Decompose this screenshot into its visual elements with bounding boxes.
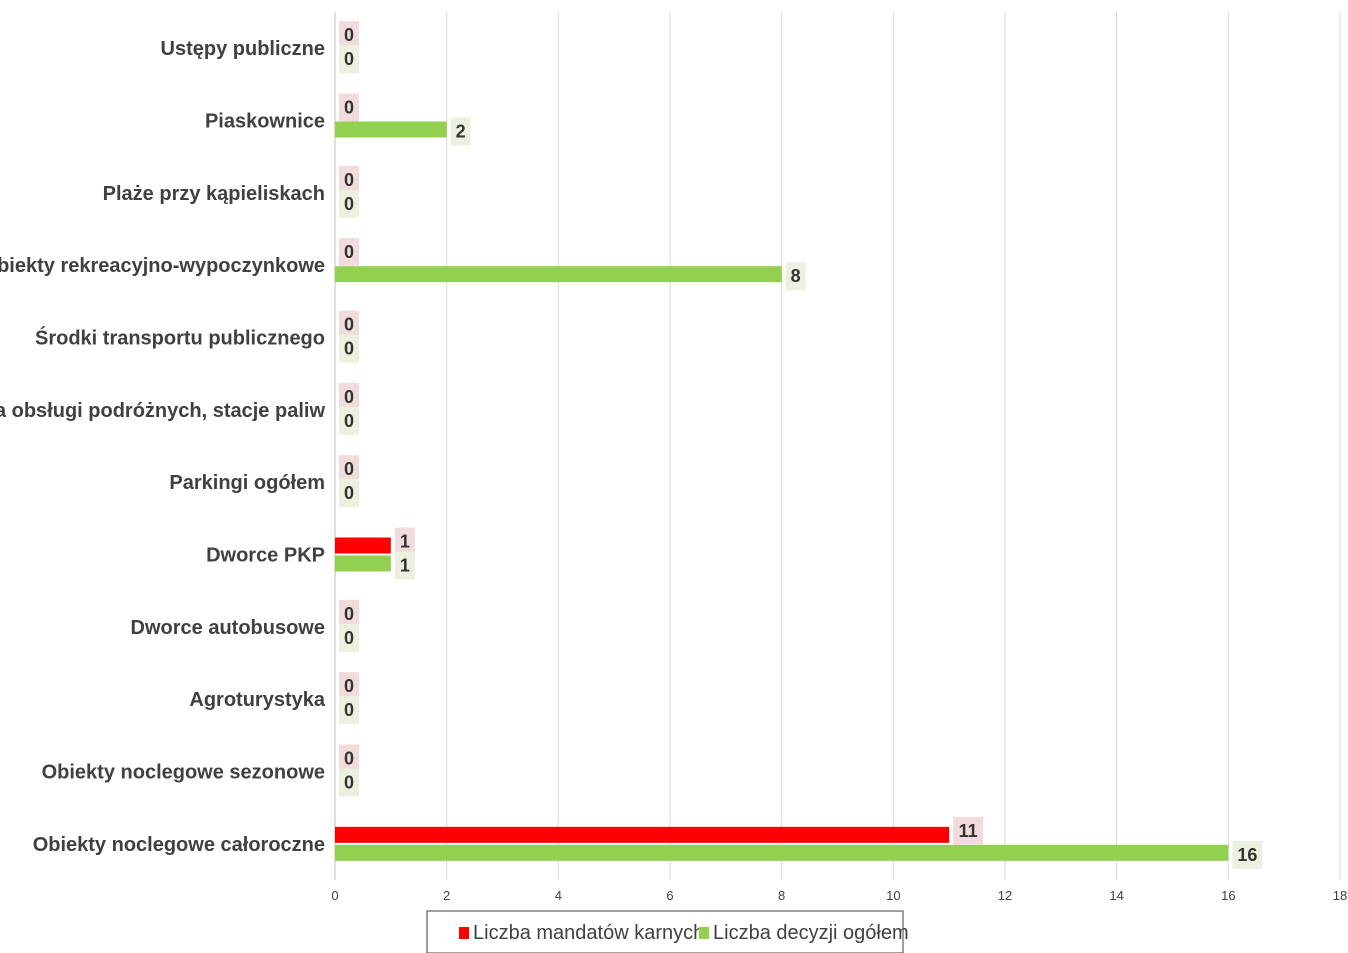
data-label: 0 (344, 749, 354, 769)
data-label: 0 (344, 339, 354, 359)
bar-decyzje (335, 555, 391, 572)
data-label-bg (339, 768, 359, 797)
category-label: Obiekty rekreacyjno-wypoczynkowe (0, 255, 325, 277)
data-label: 0 (344, 25, 354, 45)
data-label-bg (339, 334, 359, 363)
data-label-bg (339, 406, 359, 435)
x-tick-label: 14 (1109, 888, 1123, 903)
x-tick-label: 10 (886, 888, 900, 903)
data-label: 0 (344, 604, 354, 624)
data-label-bg (339, 45, 359, 74)
data-label-bg (394, 527, 415, 556)
x-tick-label: 0 (331, 888, 338, 903)
data-label-bg (339, 744, 359, 773)
data-label: 8 (791, 266, 801, 286)
x-tick-label: 8 (778, 888, 785, 903)
data-label: 0 (344, 98, 354, 118)
data-label: 0 (344, 242, 354, 262)
data-label: 1 (400, 556, 410, 576)
x-tick-label: 2 (443, 888, 450, 903)
data-label-bg (339, 455, 359, 484)
data-label: 0 (344, 170, 354, 190)
data-label: 0 (344, 459, 354, 479)
data-label-bg (339, 189, 359, 218)
data-label-bg (450, 117, 471, 146)
legend-swatch (459, 927, 469, 939)
category-label: Miejsca obsługi podróżnych, stacje paliw (0, 400, 325, 422)
x-tick-label: 18 (1333, 888, 1347, 903)
data-label: 0 (344, 773, 354, 793)
category-label: Ustępy publiczne (161, 38, 325, 60)
data-label: 0 (344, 194, 354, 214)
bar-decyzje (335, 266, 782, 283)
legend-entry: Liczba decyzji ogółem (713, 922, 909, 944)
legend: Liczba mandatów karnych Liczba decyzji og… (426, 910, 909, 953)
data-label-bg (339, 21, 359, 50)
data-label-bg (339, 310, 359, 339)
data-label: 0 (344, 315, 354, 335)
data-label-bg (339, 238, 359, 267)
data-label: 0 (344, 628, 354, 648)
category-label: Agroturystyka (189, 689, 325, 711)
bar-mandaty (335, 826, 950, 843)
legend-entry: Liczba mandatów karnych (473, 922, 704, 944)
data-label-bg (339, 696, 359, 725)
data-label-bg (339, 165, 359, 194)
x-tick-label: 4 (555, 888, 562, 903)
x-tick-label: 6 (666, 888, 673, 903)
gridlines (334, 12, 1341, 880)
data-label-bg (339, 672, 359, 701)
category-label: Plaże przy kąpieliskach (103, 183, 325, 205)
data-label-bg (953, 816, 984, 845)
x-tick-label: 16 (1221, 888, 1235, 903)
data-label-bg (339, 93, 359, 122)
data-label: 0 (344, 411, 354, 431)
data-label-bg (394, 551, 415, 580)
data-label: 2 (456, 122, 466, 142)
category-label: Dworce autobusowe (131, 617, 325, 639)
category-label: Parkingi ogółem (169, 472, 325, 494)
bar-decyzje (335, 121, 447, 138)
category-label: Piaskownice (205, 111, 325, 133)
bar-mandaty (335, 537, 391, 554)
category-label: Obiekty noclegowe sezonowe (42, 762, 325, 784)
data-label-bg (339, 623, 359, 652)
data-label: 0 (344, 387, 354, 407)
data-label: 1 (400, 532, 410, 552)
data-label: 0 (344, 49, 354, 69)
data-label-bg (1232, 840, 1263, 869)
bars (335, 121, 1229, 861)
category-label: Obiekty noclegowe całoroczne (33, 834, 325, 856)
x-axis-ticks: 0 2 4 6 8 10 12 14 16 18 (331, 888, 1347, 903)
data-label: 16 (1237, 845, 1257, 865)
data-label-bg (339, 479, 359, 508)
data-label-bg (339, 382, 359, 411)
category-label: Środki transportu publicznego (35, 326, 325, 350)
data-label: 11 (959, 821, 978, 841)
legend-swatch (699, 927, 709, 939)
category-labels: Ustępy publiczne Piaskownice Plaże przy ką… (0, 38, 326, 856)
data-label-bg (785, 262, 806, 291)
x-tick-label: 12 (998, 888, 1012, 903)
data-label: 0 (344, 483, 354, 503)
category-label: Dworce PKP (206, 545, 325, 567)
data-label: 0 (344, 700, 354, 720)
data-label: 0 (344, 676, 354, 696)
bar-decyzje (335, 844, 1229, 861)
legend-box (426, 910, 904, 953)
data-label-bg (339, 599, 359, 628)
